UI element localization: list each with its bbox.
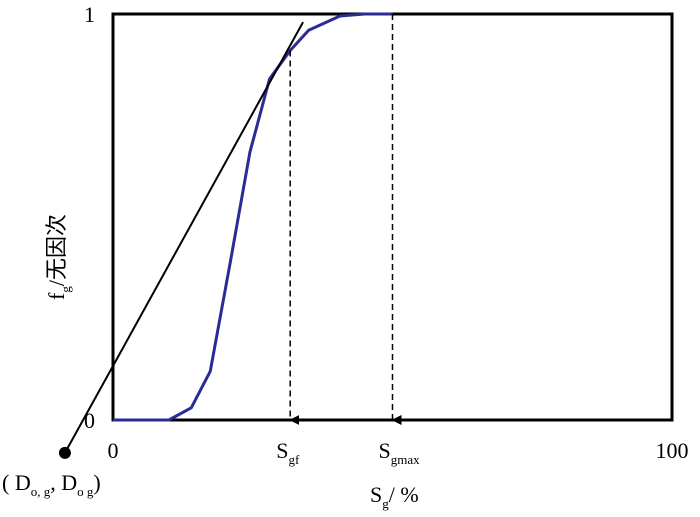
x-axis-label: Sg/ %: [370, 482, 419, 511]
subscript: gmax: [391, 452, 420, 467]
subscript: g: [382, 496, 389, 511]
x-tick-label: 0: [108, 438, 119, 463]
label-part: /无因次: [44, 214, 69, 286]
label-part: S: [379, 438, 391, 463]
marker-label: Sgf: [276, 438, 300, 467]
y-tick-label: 1: [84, 2, 95, 27]
tangent-line: [64, 21, 304, 454]
label-part: , D: [50, 470, 77, 495]
curve: [113, 12, 393, 422]
label-part: ( D: [2, 470, 31, 495]
label-part: S: [370, 482, 382, 507]
y-tick-label: 0: [84, 408, 95, 433]
label-part: S: [276, 438, 288, 463]
intercept-point: [58, 446, 71, 459]
x-tick-label: 100: [656, 438, 689, 463]
y-axis-label: fg/无因次: [44, 214, 73, 300]
label-part: / %: [389, 482, 419, 507]
label-part: f: [44, 292, 69, 300]
marker-label: Sgmax: [379, 438, 421, 467]
label-part: ): [93, 470, 100, 495]
subscript: gf: [288, 452, 300, 467]
subscript: g: [58, 286, 73, 293]
point-label: ( Do, g, Do g): [2, 470, 101, 499]
subscript: o, g: [31, 484, 51, 499]
subscript: o g: [77, 484, 94, 499]
